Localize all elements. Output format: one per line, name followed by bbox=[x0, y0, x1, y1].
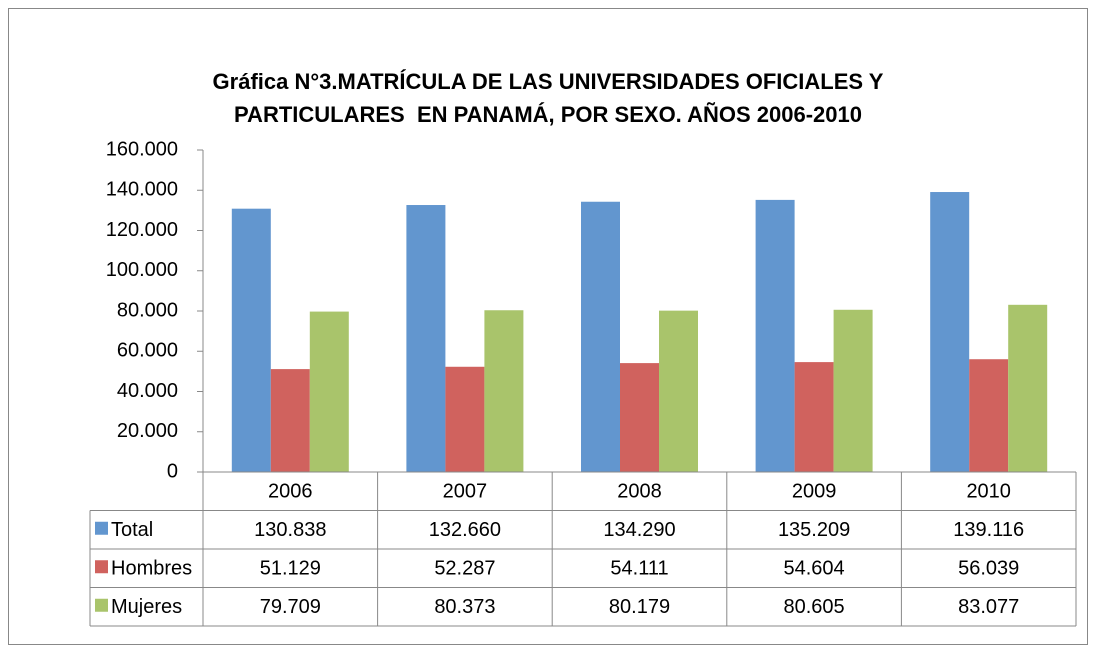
x-tick-label: 2006 bbox=[268, 481, 313, 503]
y-tick-label: 40.000 bbox=[117, 380, 178, 402]
data-label: 80.373 bbox=[434, 596, 495, 618]
data-label: 52.287 bbox=[434, 558, 495, 580]
legend-label: Mujeres bbox=[111, 596, 182, 618]
y-tick-label: 140.000 bbox=[106, 179, 178, 201]
bar bbox=[406, 205, 446, 473]
data-label: 132.660 bbox=[429, 519, 501, 541]
x-tick-label: 2008 bbox=[617, 481, 662, 503]
bar bbox=[969, 359, 1009, 472]
chart-border bbox=[8, 8, 1088, 645]
data-label: 130.838 bbox=[254, 519, 326, 541]
bar bbox=[659, 310, 698, 472]
legend-key bbox=[95, 521, 108, 535]
x-tick-label: 2009 bbox=[792, 481, 837, 503]
y-tick-label: 100.000 bbox=[106, 259, 178, 281]
data-label: 134.290 bbox=[603, 519, 675, 541]
data-label: 54.111 bbox=[610, 558, 668, 580]
bar bbox=[484, 310, 524, 472]
bar bbox=[309, 311, 349, 472]
bar bbox=[620, 363, 659, 472]
data-label: 80.179 bbox=[609, 596, 670, 618]
bar bbox=[833, 309, 873, 472]
bar bbox=[755, 199, 795, 472]
data-label: 135.209 bbox=[778, 519, 850, 541]
bar bbox=[1008, 304, 1048, 472]
bar bbox=[581, 201, 620, 472]
y-tick-label: 60.000 bbox=[117, 340, 178, 362]
bar bbox=[231, 208, 271, 472]
bar bbox=[794, 362, 834, 472]
bar bbox=[270, 369, 310, 472]
y-tick-label: 80.000 bbox=[117, 299, 178, 321]
y-tick-label: 160.000 bbox=[106, 138, 178, 160]
bar bbox=[445, 366, 485, 472]
legend-label: Hombres bbox=[111, 558, 192, 580]
data-label: 139.116 bbox=[953, 519, 1024, 541]
x-tick-label: 2007 bbox=[443, 481, 488, 503]
data-label: 54.604 bbox=[784, 558, 845, 580]
data-label: 79.709 bbox=[260, 596, 321, 618]
y-tick-label: 0 bbox=[167, 460, 178, 482]
data-label: 56.039 bbox=[958, 558, 1019, 580]
legend-key bbox=[95, 598, 108, 612]
chart-title: PARTICULARES EN PANAMÁ, POR SEXO. AÑOS 2… bbox=[234, 102, 862, 127]
y-tick-label: 120.000 bbox=[106, 219, 178, 241]
chart-title: Gráfica N°3.MATRÍCULA DE LAS UNIVERSIDAD… bbox=[213, 69, 884, 94]
data-label: 51.129 bbox=[260, 558, 321, 580]
y-tick-label: 20.000 bbox=[117, 420, 178, 442]
data-label: 80.605 bbox=[784, 596, 845, 618]
data-label: 83.077 bbox=[958, 596, 1019, 618]
x-tick-label: 2010 bbox=[966, 481, 1011, 503]
legend-key bbox=[95, 560, 108, 574]
bar bbox=[930, 192, 970, 472]
legend-label: Total bbox=[111, 519, 153, 541]
